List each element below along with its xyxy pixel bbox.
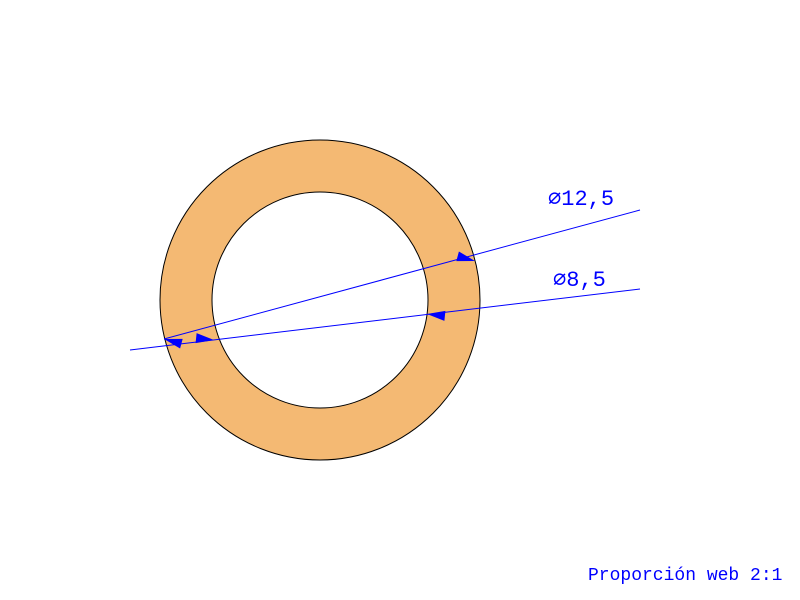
dim-inner-label: ∅8,5 (553, 268, 606, 293)
footer-caption: Proporción web 2:1 (588, 566, 782, 586)
ring-section (160, 140, 480, 460)
diagram-canvas: ∅12,5 ∅8,5 Proporción web 2:1 (0, 0, 800, 600)
dim-outer-label: ∅12,5 (548, 187, 614, 212)
